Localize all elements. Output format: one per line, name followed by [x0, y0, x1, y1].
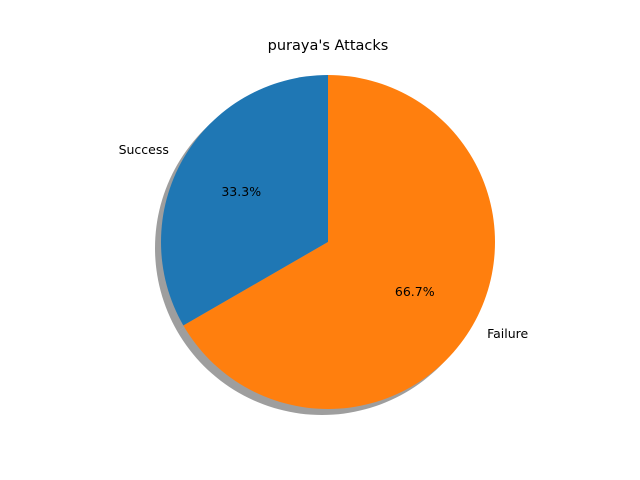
pie-slice-failure	[183, 75, 495, 409]
pie-slice-success	[161, 75, 328, 326]
pie-label-failure: Failure	[487, 326, 528, 341]
pie-percent-success: 33.3%	[221, 184, 261, 199]
pie-slice-layer	[161, 75, 495, 409]
pie-label-layer: Success 33.3% Failure 66.7%	[119, 142, 529, 341]
chart-title: puraya's Attacks	[268, 38, 389, 54]
pie-label-success: Success	[119, 142, 169, 157]
pie-percent-failure: 66.7%	[395, 284, 435, 299]
